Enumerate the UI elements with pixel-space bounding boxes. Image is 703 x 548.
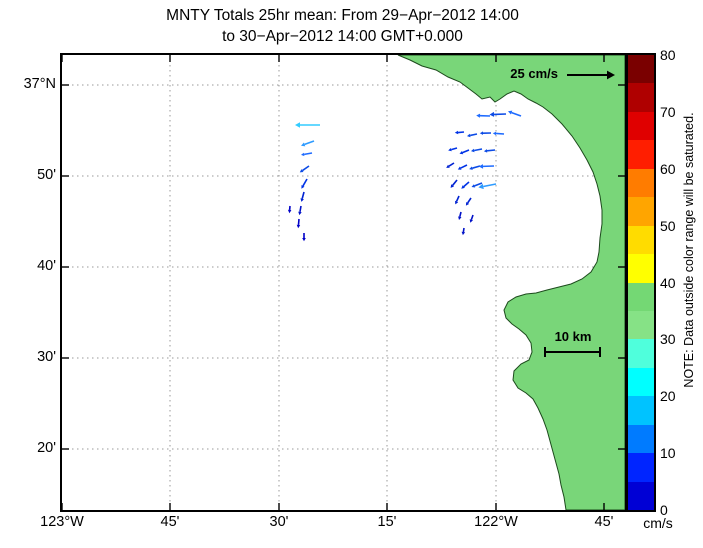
title-line-2: to 30−Apr−2012 14:00 GMT+0.000 [222, 28, 463, 45]
current-vector [298, 205, 302, 216]
current-vector [301, 178, 308, 189]
x-tick-label: 122°W [474, 514, 518, 530]
colorbar-segment [628, 481, 654, 510]
current-vector [446, 162, 455, 168]
current-vector [476, 113, 491, 118]
scale-bar [544, 347, 601, 357]
colorbar-tick-label: 40 [660, 274, 676, 291]
current-vector [295, 122, 320, 128]
y-tick-label: 50' [37, 167, 56, 183]
colorbar-segment [628, 452, 654, 482]
current-vector [478, 164, 495, 169]
colorbar-segment [628, 395, 654, 425]
current-vector [296, 218, 301, 229]
current-vector [478, 183, 497, 190]
current-vector [448, 147, 458, 152]
current-vector [302, 233, 306, 242]
current-vector [469, 165, 481, 170]
colorbar-segment [628, 367, 654, 397]
colorbar-tick-label: 60 [660, 160, 676, 177]
colorbar-tick-label: 80 [660, 47, 676, 63]
current-vector [469, 214, 474, 223]
colorbar-tick-label: 20 [660, 388, 676, 405]
y-tick-label: 37°N [23, 76, 56, 92]
colorbar-segment [628, 82, 654, 112]
colorbar-segment [628, 310, 654, 340]
current-vector [471, 148, 483, 153]
current-vector [301, 152, 313, 157]
colorbar-segment [628, 253, 654, 283]
y-tick-label: 40' [37, 258, 56, 274]
map-canvas [62, 55, 625, 510]
x-tick-label: 45' [160, 514, 180, 530]
map-plot: 25 cm/s 10 km [60, 53, 627, 512]
current-vector [479, 131, 492, 135]
current-vector [287, 205, 292, 214]
colorbar-unit-label: cm/s [643, 515, 673, 531]
x-tick-label: 30' [269, 514, 289, 530]
current-vector [465, 197, 472, 206]
current-vector [483, 149, 496, 153]
scale-bar-label: 10 km [554, 329, 592, 344]
colorbar-segment [628, 196, 654, 226]
colorbar-segment [628, 168, 654, 198]
current-vector [455, 195, 460, 205]
title-line-1: MNTY Totals 25hr mean: From 29−Apr−2012 … [166, 7, 519, 24]
current-vector [489, 111, 507, 117]
current-vector [459, 149, 470, 155]
current-vector [467, 133, 478, 138]
current-vector [457, 164, 468, 170]
axis-tick-marks [62, 55, 625, 510]
colorbar-segment [628, 225, 654, 255]
colorbar [626, 53, 656, 512]
current-vector [450, 179, 458, 188]
colorbar-segment [628, 54, 654, 84]
land-polygon [397, 55, 625, 510]
current-vector [299, 165, 310, 173]
x-tick-label: 123°W [40, 514, 84, 530]
reference-vector-arrow [567, 70, 615, 80]
colorbar-segment [628, 139, 654, 169]
current-vector [458, 211, 462, 220]
colorbar-tick-label: 10 [660, 445, 676, 462]
y-tick-label: 30' [37, 349, 56, 365]
colorbar-tick-label: 70 [660, 103, 676, 120]
current-vector [492, 131, 505, 136]
colorbar-tick-label: 30 [660, 331, 676, 348]
colorbar-segment [628, 282, 654, 311]
current-vector [471, 182, 483, 188]
plot-title: MNTY Totals 25hr mean: From 29−Apr−2012 … [60, 5, 625, 47]
grid-lines [62, 55, 625, 510]
colorbar-tick-label: 50 [660, 217, 676, 234]
reference-vector-label: 25 cm/s [510, 66, 558, 81]
current-vector [300, 191, 305, 202]
colorbar-segment [628, 111, 654, 141]
colorbar-segment [628, 424, 654, 454]
colorbar-note: NOTE: Data outside color range will be s… [682, 112, 696, 388]
colorbar-tick-label: 0 [660, 502, 668, 518]
x-tick-label: 15' [377, 514, 397, 530]
current-vector [454, 130, 465, 135]
colorbar-segment [628, 338, 654, 368]
current-vector [461, 227, 466, 236]
y-tick-label: 20' [37, 440, 56, 456]
current-vector [301, 140, 315, 147]
current-vector [508, 110, 522, 117]
x-tick-label: 45' [594, 514, 614, 530]
current-vector [461, 181, 470, 189]
